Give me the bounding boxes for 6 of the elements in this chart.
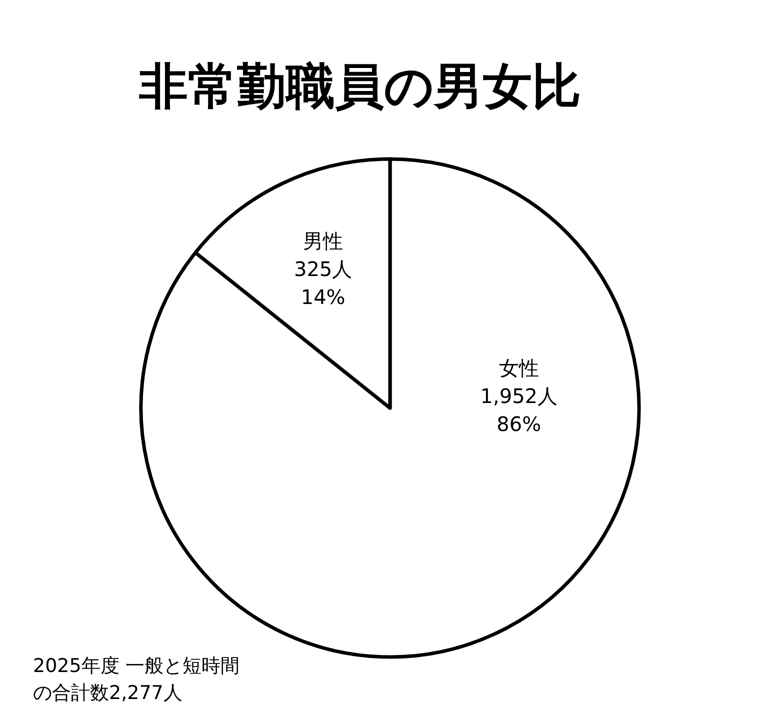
text: 2025年度 一般と短時間の合計数2,277人 (33, 655, 240, 704)
chart-title: 非常勤職員の男女比 (138, 58, 581, 115)
data-label: 325人 14% (294, 256, 352, 309)
slice-label: 男性 (303, 228, 344, 253)
data-label: 1,952人 86% (480, 384, 558, 436)
slice-label: 女性 (498, 356, 539, 380)
